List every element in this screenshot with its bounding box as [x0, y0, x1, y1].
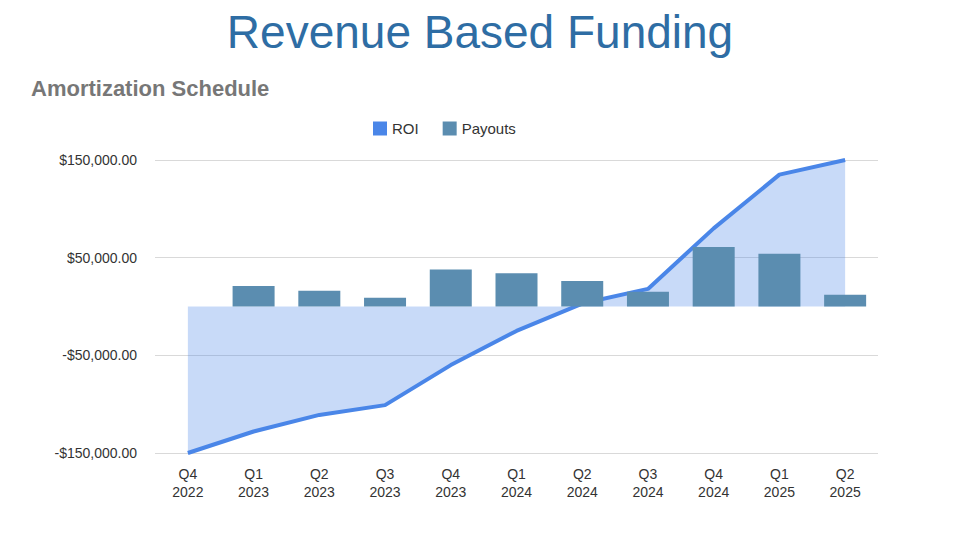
svg-text:Q2: Q2 — [310, 466, 329, 482]
svg-text:$50,000.00: $50,000.00 — [67, 250, 137, 266]
svg-text:Q1: Q1 — [244, 466, 263, 482]
svg-text:$150,000.00: $150,000.00 — [59, 152, 137, 168]
svg-text:Q4: Q4 — [704, 466, 723, 482]
svg-text:2022: 2022 — [172, 484, 203, 500]
svg-text:ROI: ROI — [392, 120, 419, 137]
svg-text:Q4: Q4 — [441, 466, 460, 482]
svg-text:Q2: Q2 — [573, 466, 592, 482]
svg-text:Q4: Q4 — [179, 466, 198, 482]
svg-text:2025: 2025 — [830, 484, 861, 500]
svg-text:2023: 2023 — [304, 484, 335, 500]
svg-text:Q2: Q2 — [836, 466, 855, 482]
svg-text:Amortization Schedule: Amortization Schedule — [31, 76, 269, 101]
svg-text:2023: 2023 — [369, 484, 400, 500]
svg-text:Q3: Q3 — [639, 466, 658, 482]
svg-text:2025: 2025 — [764, 484, 795, 500]
svg-text:Revenue Based Funding: Revenue Based Funding — [227, 6, 733, 58]
svg-text:Q3: Q3 — [376, 466, 395, 482]
svg-text:2023: 2023 — [435, 484, 466, 500]
svg-text:2024: 2024 — [632, 484, 663, 500]
svg-text:2024: 2024 — [567, 484, 598, 500]
svg-text:2023: 2023 — [238, 484, 269, 500]
svg-text:Payouts: Payouts — [462, 120, 516, 137]
svg-text:Q1: Q1 — [507, 466, 526, 482]
svg-text:Q1: Q1 — [770, 466, 789, 482]
svg-text:-$150,000.00: -$150,000.00 — [54, 445, 137, 461]
svg-text:2024: 2024 — [501, 484, 532, 500]
svg-text:2024: 2024 — [698, 484, 729, 500]
svg-text:-$50,000.00: -$50,000.00 — [62, 347, 137, 363]
